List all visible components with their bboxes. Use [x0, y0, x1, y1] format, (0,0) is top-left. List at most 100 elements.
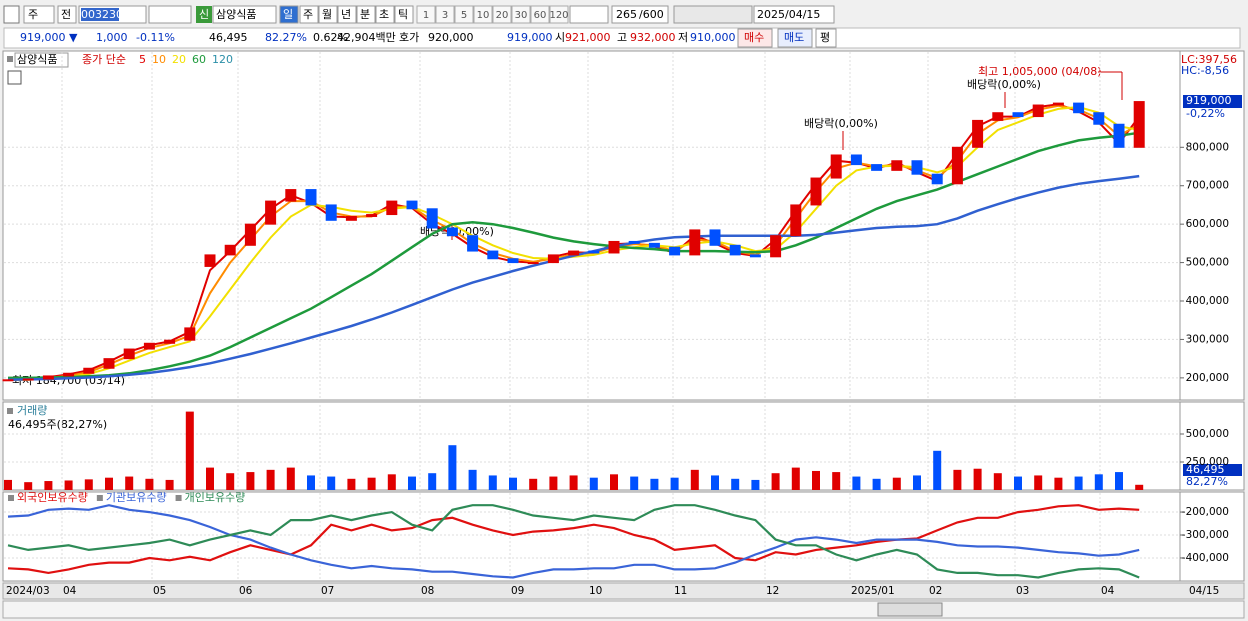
count: 5 — [461, 10, 467, 21]
high: 932,000 — [630, 31, 676, 44]
y-tick-label: -300,000 — [1182, 529, 1229, 541]
volume-bar — [529, 478, 538, 490]
dropdown[interactable] — [569, 5, 609, 24]
turnover: 0.62% — [313, 31, 348, 44]
candle — [164, 339, 176, 344]
date-box[interactable] — [753, 5, 835, 24]
volume-bar — [953, 469, 962, 490]
volume-bar — [731, 478, 740, 490]
candle — [770, 235, 782, 258]
y-tick-label: 500,000 — [1186, 257, 1229, 269]
interval-button[interactable] — [356, 5, 376, 24]
volume-bar — [993, 473, 1002, 490]
candle — [406, 200, 418, 210]
buy: 매수 — [744, 31, 764, 44]
tool-icons[interactable] — [673, 5, 753, 24]
search-buttons[interactable] — [148, 5, 192, 24]
interval-button[interactable] — [299, 5, 319, 24]
interval-button[interactable] — [394, 5, 414, 24]
y-tick-label: 800,000 — [1186, 141, 1229, 153]
volume-bar — [1054, 477, 1063, 490]
buy-button[interactable] — [737, 28, 773, 48]
prev-button[interactable] — [57, 5, 77, 24]
count-box[interactable] — [611, 5, 669, 24]
volume-bar — [913, 475, 921, 490]
count-button[interactable] — [492, 5, 512, 24]
candle — [810, 177, 822, 206]
name-box — [212, 5, 277, 24]
candle — [628, 240, 640, 244]
stock-name: 삼양식품 — [216, 8, 256, 21]
high-annotation: 최고 1,005,000 (04/08) — [978, 65, 1102, 78]
volume-bar — [145, 478, 154, 490]
candle — [830, 154, 842, 179]
count-button[interactable] — [530, 5, 550, 24]
volume: 46,495 — [209, 31, 248, 44]
price-axis — [1179, 50, 1245, 401]
interval: 틱 — [398, 8, 408, 21]
sell: 매도 — [784, 31, 804, 44]
interval-button[interactable] — [279, 5, 299, 24]
time-label: 07 — [321, 585, 334, 597]
time-label: 11 — [674, 585, 687, 597]
interval-button[interactable] — [375, 5, 395, 24]
interval-button[interactable] — [318, 5, 338, 24]
volume-bar — [428, 473, 437, 490]
count-button[interactable] — [549, 5, 569, 24]
candle — [1052, 102, 1064, 106]
y-tick-label: 700,000 — [1186, 180, 1229, 192]
volume-bar — [387, 474, 396, 490]
count: 3 — [442, 10, 448, 21]
ma-label: 종가 단순 — [82, 53, 126, 66]
legend-icon — [96, 495, 103, 501]
candle — [42, 375, 54, 380]
volume-bar — [468, 469, 477, 490]
candle — [487, 250, 499, 260]
volume-bar — [266, 469, 275, 490]
scrollbar[interactable] — [2, 600, 1245, 619]
count-button[interactable] — [454, 5, 474, 24]
time-label: 2024/03 — [6, 585, 50, 597]
time-label: 10 — [589, 585, 602, 597]
scroll-controls[interactable] — [877, 602, 943, 617]
count-button[interactable] — [473, 5, 493, 24]
candle — [547, 254, 559, 264]
candle — [345, 215, 357, 221]
current-volume-box — [1183, 464, 1242, 476]
time-label: 05 — [153, 585, 166, 597]
period-select[interactable] — [23, 5, 55, 24]
count-button[interactable] — [511, 5, 531, 24]
volume-bar — [44, 481, 53, 490]
volume-bar — [589, 477, 598, 490]
candle — [325, 204, 337, 221]
legend-icon — [175, 495, 182, 501]
count-button[interactable] — [435, 5, 455, 24]
credit-badge — [196, 6, 212, 23]
period: 주 — [28, 8, 38, 21]
candle — [467, 235, 479, 252]
candle — [527, 262, 539, 265]
volume-bar — [367, 477, 376, 490]
avg-button[interactable] — [815, 28, 837, 48]
count-button[interactable] — [416, 5, 436, 24]
candle — [103, 358, 115, 369]
interval-button[interactable] — [337, 5, 357, 24]
table-icon[interactable] — [7, 70, 22, 85]
candle — [709, 229, 721, 246]
prev: 전 — [61, 8, 71, 21]
time-label: 04 — [1101, 585, 1115, 597]
moving-average — [8, 131, 1140, 380]
holding-line — [7, 504, 1140, 579]
menu-button[interactable] — [3, 5, 20, 24]
candle — [1032, 104, 1044, 118]
interval: 초 — [379, 8, 389, 21]
info-bar — [3, 27, 1241, 49]
count: 120 — [549, 10, 568, 21]
volume-panel — [2, 401, 1181, 491]
candle — [891, 160, 903, 171]
count: 10 — [477, 10, 490, 21]
sell-button[interactable] — [777, 28, 813, 48]
open-label: 시 — [555, 31, 565, 44]
avg: 평 — [820, 31, 830, 44]
volume-bar — [1034, 475, 1043, 490]
